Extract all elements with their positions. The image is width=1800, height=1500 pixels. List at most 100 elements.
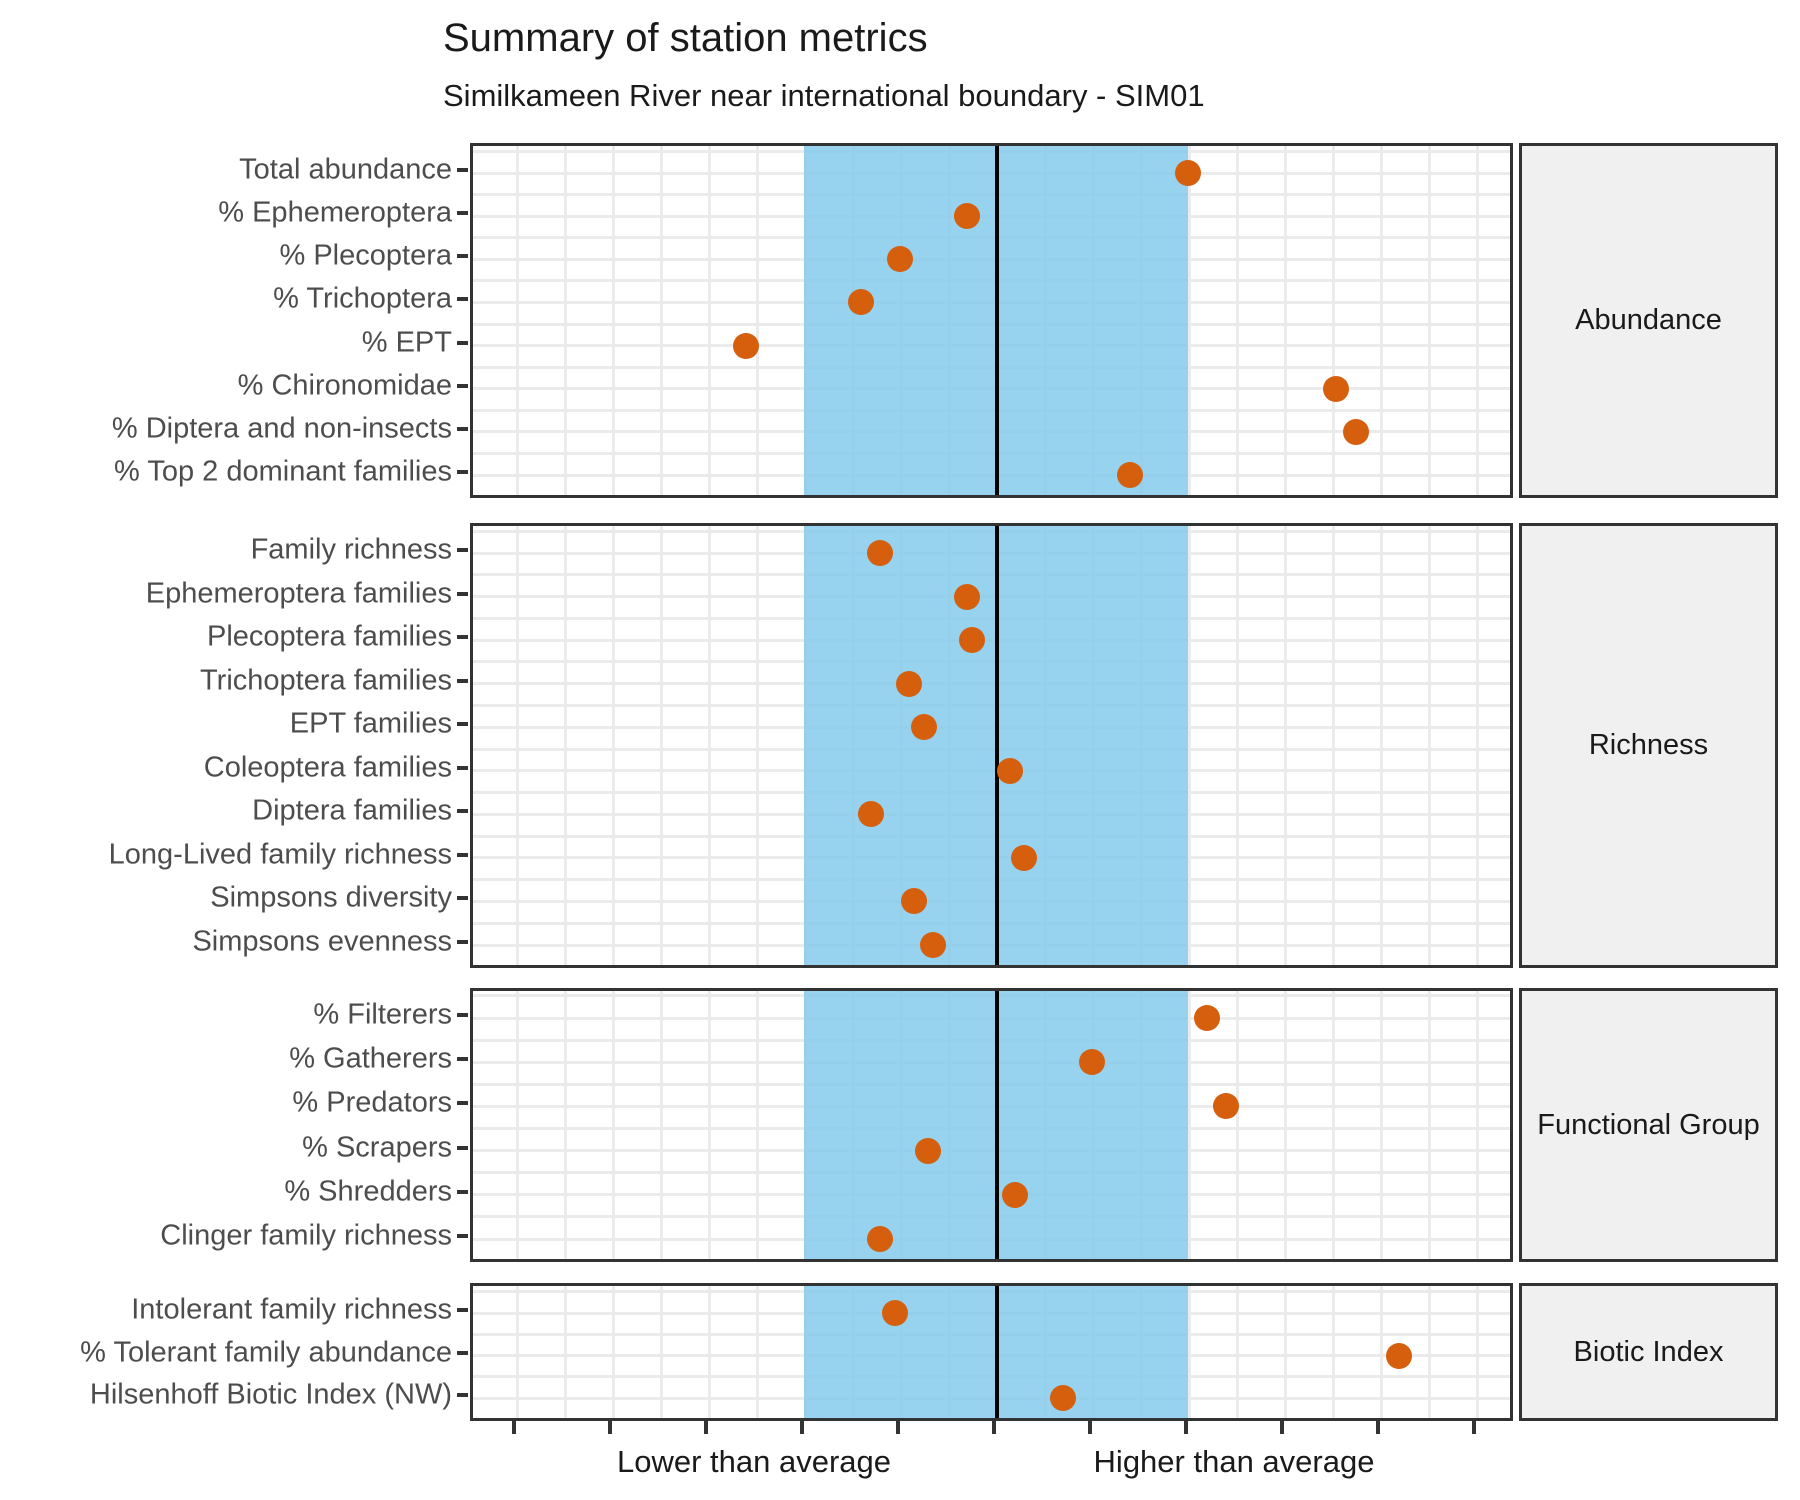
gridline xyxy=(1331,146,1335,495)
chart-title: Summary of station metrics xyxy=(443,16,928,60)
gridline xyxy=(707,1286,711,1418)
metric-label: % Trichoptera xyxy=(273,282,452,315)
metric-label: Coleoptera families xyxy=(203,751,452,784)
facet-strip: Richness xyxy=(1519,523,1778,968)
y-axis-tick xyxy=(457,678,468,683)
y-axis-tick xyxy=(457,340,468,345)
gridline xyxy=(1331,1286,1335,1418)
average-center-line xyxy=(995,526,999,965)
facet-strip: Abundance xyxy=(1519,143,1778,498)
metric-label: Hilsenhoff Biotic Index (NW) xyxy=(89,1378,452,1411)
metric-label: Total abundance xyxy=(239,153,452,186)
data-point xyxy=(1174,160,1201,186)
data-point xyxy=(1385,1342,1412,1369)
gridline xyxy=(755,526,759,965)
facet-strip-label: Abundance xyxy=(1575,304,1722,336)
y-axis-tick xyxy=(457,896,468,901)
y-axis-tick xyxy=(457,470,468,474)
gridline xyxy=(515,1286,519,1418)
y-axis-tick xyxy=(457,635,468,640)
x-axis-tick xyxy=(896,1421,900,1434)
metric-label: Simpsons evenness xyxy=(192,925,452,958)
metric-label: Simpsons diversity xyxy=(210,881,452,914)
y-axis-tick xyxy=(457,1350,468,1355)
gridline xyxy=(1379,991,1383,1259)
facet-strip: Biotic Index xyxy=(1519,1283,1778,1421)
gridline xyxy=(1379,146,1383,495)
data-point xyxy=(910,714,937,741)
gridline xyxy=(1475,526,1479,965)
y-axis-tick xyxy=(457,1308,468,1312)
metric-label: % Diptera and non-insects xyxy=(111,412,452,445)
data-point xyxy=(996,757,1023,784)
data-point xyxy=(1193,1005,1220,1031)
data-point xyxy=(867,540,894,566)
gridline xyxy=(1427,526,1431,965)
y-axis-tick xyxy=(457,383,468,388)
data-point xyxy=(953,203,980,230)
y-axis-tick xyxy=(457,168,468,172)
gridline xyxy=(1283,991,1287,1259)
y-axis-tick xyxy=(457,722,468,727)
facet-strip-label: Functional Group xyxy=(1537,1108,1760,1141)
data-point xyxy=(896,670,923,697)
gridline xyxy=(659,991,663,1259)
x-axis-tick xyxy=(1088,1421,1092,1434)
data-point xyxy=(848,289,875,316)
gridline xyxy=(1235,146,1239,495)
gridline xyxy=(1187,1286,1191,1418)
gridline xyxy=(1331,526,1335,965)
x-axis-tick xyxy=(1472,1421,1476,1434)
facet-strip: Functional Group xyxy=(1519,988,1778,1262)
metric-label: % Top 2 dominant families xyxy=(114,455,452,488)
metric-label: Plecoptera families xyxy=(207,620,452,653)
y-axis-tick xyxy=(457,852,468,857)
x-axis-tick xyxy=(1376,1421,1380,1434)
data-point xyxy=(1049,1385,1076,1411)
gridline xyxy=(563,526,567,965)
y-axis-tick xyxy=(457,211,468,216)
gridline xyxy=(611,526,615,965)
gridline xyxy=(1427,1286,1431,1418)
average-center-line xyxy=(995,991,999,1259)
metric-label: % Shredders xyxy=(284,1175,452,1208)
gridline xyxy=(659,146,663,495)
metric-label: % Filterers xyxy=(313,998,452,1031)
x-axis-tick xyxy=(512,1421,516,1434)
gridline xyxy=(707,991,711,1259)
gridline xyxy=(611,146,615,495)
data-point xyxy=(1001,1181,1028,1208)
gridline xyxy=(1235,1286,1239,1418)
data-point xyxy=(1011,844,1038,871)
gridline xyxy=(707,146,711,495)
y-axis-tick xyxy=(457,1393,468,1397)
gridline xyxy=(1379,526,1383,965)
metric-label: % Chironomidae xyxy=(237,369,452,402)
y-axis-tick xyxy=(457,1145,468,1150)
metric-label: Trichoptera families xyxy=(200,664,452,697)
x-axis-label-higher: Higher than average xyxy=(1093,1444,1375,1479)
gridline xyxy=(515,526,519,965)
gridline xyxy=(755,991,759,1259)
panel-functional-group xyxy=(470,988,1513,1262)
x-axis-tick xyxy=(1184,1421,1188,1434)
x-axis-tick xyxy=(1280,1421,1284,1434)
y-axis-tick xyxy=(457,297,468,302)
gridline xyxy=(611,1286,615,1418)
gridline xyxy=(755,146,759,495)
gridline xyxy=(1235,526,1239,965)
y-axis-tick xyxy=(457,809,468,814)
x-axis-label-lower: Lower than average xyxy=(616,1444,892,1479)
data-point xyxy=(900,888,927,915)
average-center-line xyxy=(995,146,999,495)
data-point xyxy=(732,332,759,359)
metric-label: Family richness xyxy=(250,533,452,566)
metric-label: Clinger family richness xyxy=(160,1219,452,1252)
metric-label: % Plecoptera xyxy=(279,239,453,272)
data-point xyxy=(867,1226,894,1252)
metric-label: % Gatherers xyxy=(289,1042,452,1075)
x-axis-tick xyxy=(800,1421,804,1434)
y-axis-tick xyxy=(457,940,468,944)
metric-label: EPT families xyxy=(289,707,452,740)
